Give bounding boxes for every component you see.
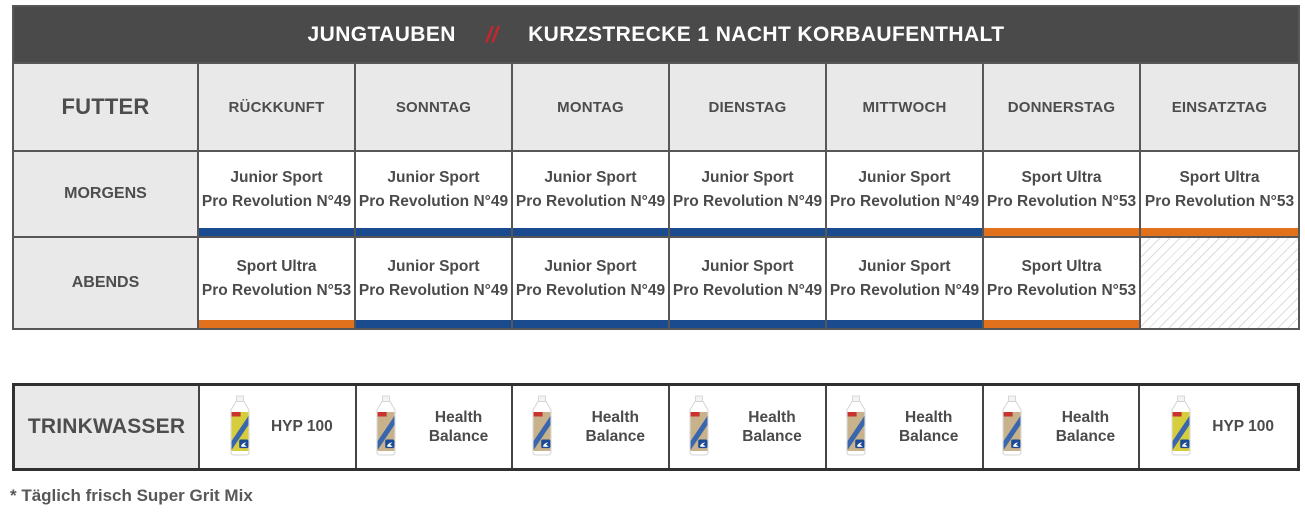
hyp100-bottle-icon — [222, 395, 258, 459]
feed-cell-abends-montag: Junior Sport Pro Revolution N°49 — [513, 238, 670, 328]
feed-cell-morgens-dienstag: Junior Sport Pro Revolution N°49 — [670, 152, 827, 238]
water-product-label: HYP 100 — [270, 418, 333, 436]
product-detail: Pro Revolution N°53 — [1144, 193, 1295, 210]
accent-bar — [827, 228, 982, 236]
product-detail: Pro Revolution N°49 — [672, 193, 823, 210]
product-name: Sport Ultra — [1021, 168, 1102, 186]
accent-bar — [199, 320, 354, 328]
grit-mix-footnote: * Täglich frisch Super Grit Mix — [10, 486, 253, 505]
health-balance-bottle-icon — [524, 395, 560, 459]
feed-cell-abends-dienstag: Junior Sport Pro Revolution N°49 — [670, 238, 827, 328]
health-balance-bottle-icon — [838, 395, 874, 459]
accent-bar — [827, 320, 982, 328]
column-header-montag: MONTAG — [513, 64, 670, 152]
water-product-label: Health Balance — [742, 408, 802, 445]
column-header-einsatztag: EINSATZTAG — [1141, 64, 1298, 152]
product-detail: Pro Revolution N°49 — [515, 282, 666, 299]
row-header-abends: ABENDS — [14, 238, 199, 328]
feed-grid: FUTTER RÜCKKUNFT SONNTAG MONTAG DIENSTAG… — [14, 64, 1298, 328]
health-balance-bottle-icon — [994, 395, 1030, 459]
product-detail: Pro Revolution N°49 — [829, 282, 980, 299]
accent-bar — [1141, 228, 1298, 236]
hyp100-bottle-icon — [1163, 395, 1199, 459]
accent-bar — [984, 228, 1139, 236]
feed-cell-morgens-montag: Junior Sport Pro Revolution N°49 — [513, 152, 670, 238]
feed-cell-morgens-donnerstag: Sport Ultra Pro Revolution N°53 — [984, 152, 1141, 238]
product-name: Junior Sport — [701, 257, 794, 275]
feed-schedule-table: JUNGTAUBEN // KURZSTRECKE 1 NACHT KORBAU… — [12, 5, 1300, 330]
product-name: Junior Sport — [858, 257, 951, 275]
water-product-label: Health Balance — [898, 408, 959, 445]
title-separator-slashes-icon: // — [485, 21, 499, 47]
product-detail: Pro Revolution N°49 — [358, 282, 509, 299]
accent-bar — [670, 228, 825, 236]
product-name: Junior Sport — [387, 257, 480, 275]
water-product-label: Health Balance — [1055, 408, 1116, 445]
corner-header-futter: FUTTER — [14, 64, 199, 152]
feed-cell-morgens-einsatztag: Sport Ultra Pro Revolution N°53 — [1141, 152, 1298, 238]
column-header-mittwoch: MITTWOCH — [827, 64, 984, 152]
water-product-label: Health Balance — [428, 408, 489, 445]
row-header-trinkwasser: TRINKWASSER — [15, 386, 200, 468]
product-detail: Pro Revolution N°49 — [358, 193, 509, 210]
water-cell-montag: Health Balance — [513, 386, 671, 468]
column-header-sonntag: SONNTAG — [356, 64, 513, 152]
accent-bar — [984, 320, 1139, 328]
water-product-label: HYP 100 — [1212, 418, 1275, 436]
product-name: Junior Sport — [544, 257, 637, 275]
water-cell-rueckkunft: HYP 100 — [200, 386, 357, 468]
product-name: Sport Ultra — [236, 257, 317, 275]
product-detail: Pro Revolution N°53 — [201, 282, 352, 299]
feed-cell-abends-mittwoch: Junior Sport Pro Revolution N°49 — [827, 238, 984, 328]
product-name: Sport Ultra — [1021, 257, 1102, 275]
health-balance-bottle-icon — [681, 395, 717, 459]
product-detail: Pro Revolution N°49 — [672, 282, 823, 299]
feed-cell-abends-rueckkunft: Sport Ultra Pro Revolution N°53 — [199, 238, 356, 328]
column-header-rueckkunft: RÜCKKUNFT — [199, 64, 356, 152]
feed-cell-morgens-sonntag: Junior Sport Pro Revolution N°49 — [356, 152, 513, 238]
product-detail: Pro Revolution N°49 — [829, 193, 980, 210]
feed-cell-abends-sonntag: Junior Sport Pro Revolution N°49 — [356, 238, 513, 328]
product-name: Junior Sport — [701, 168, 794, 186]
water-cell-dienstag: Health Balance — [670, 386, 827, 468]
accent-bar — [670, 320, 825, 328]
water-cell-sonntag: Health Balance — [356, 386, 514, 468]
feed-cell-morgens-rueckkunft: Junior Sport Pro Revolution N°49 — [199, 152, 356, 238]
drinking-water-table: TRINKWASSER HYP 100 Health Balance Healt… — [12, 383, 1300, 471]
product-name: Sport Ultra — [1179, 168, 1260, 186]
water-product-label: Health Balance — [585, 408, 645, 445]
water-cell-donnerstag: Health Balance — [983, 386, 1141, 468]
water-cell-einsatztag: HYP 100 — [1140, 386, 1297, 468]
feed-cell-morgens-mittwoch: Junior Sport Pro Revolution N°49 — [827, 152, 984, 238]
accent-bar — [513, 320, 668, 328]
product-name: Junior Sport — [544, 168, 637, 186]
feed-cell-abends-einsatztag-empty — [1141, 238, 1298, 328]
product-detail: Pro Revolution N°53 — [986, 282, 1137, 299]
accent-bar — [513, 228, 668, 236]
accent-bar — [356, 228, 511, 236]
accent-bar — [356, 320, 511, 328]
feed-cell-abends-donnerstag: Sport Ultra Pro Revolution N°53 — [984, 238, 1141, 328]
product-name: Junior Sport — [387, 168, 480, 186]
product-name: Junior Sport — [230, 168, 323, 186]
title-jungtauben: JUNGTAUBEN — [307, 22, 456, 46]
water-cell-mittwoch: Health Balance — [826, 386, 984, 468]
table-title-bar: JUNGTAUBEN // KURZSTRECKE 1 NACHT KORBAU… — [14, 7, 1298, 64]
product-detail: Pro Revolution N°49 — [201, 193, 352, 210]
accent-bar — [199, 228, 354, 236]
health-balance-bottle-icon — [368, 395, 404, 459]
row-header-morgens: MORGENS — [14, 152, 199, 238]
title-kurzstrecke: KURZSTRECKE 1 NACHT KORBAUFENTHALT — [528, 22, 1005, 46]
product-detail: Pro Revolution N°49 — [515, 193, 666, 210]
column-header-donnerstag: DONNERSTAG — [984, 64, 1141, 152]
product-detail: Pro Revolution N°53 — [986, 193, 1137, 210]
column-header-dienstag: DIENSTAG — [670, 64, 827, 152]
product-name: Junior Sport — [858, 168, 951, 186]
